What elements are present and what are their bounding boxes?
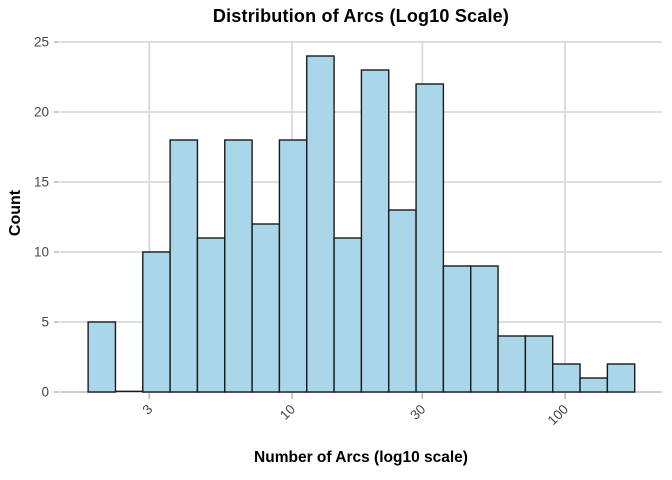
x-tick-label: 3	[140, 402, 156, 418]
histogram-bar	[196, 237, 226, 393]
y-tick-label: 10	[34, 245, 49, 260]
y-tick-label: 15	[34, 175, 49, 190]
y-tick-label: 5	[41, 315, 49, 330]
y-tick-label: 0	[41, 385, 49, 400]
histogram-bar	[470, 265, 499, 393]
histogram-bar	[497, 335, 527, 393]
x-tick-label: 10	[277, 402, 298, 423]
histogram-bar	[415, 83, 445, 393]
histogram-bar	[87, 321, 117, 393]
histogram-bar	[224, 139, 253, 393]
histogram-bar	[442, 265, 472, 393]
x-tick-label: 100	[545, 402, 572, 429]
histogram-bar	[169, 139, 199, 393]
histogram-bar	[552, 363, 581, 393]
histogram-bar	[278, 139, 308, 393]
histogram-bar	[306, 55, 335, 393]
x-axis-title: Number of Arcs (log10 scale)	[254, 449, 468, 466]
histogram-bar	[333, 237, 363, 393]
histogram-bar	[606, 363, 636, 393]
histogram-bar	[142, 251, 171, 393]
histogram-bar	[251, 223, 281, 393]
histogram-bar	[579, 377, 609, 393]
histogram-bar	[524, 335, 554, 393]
y-tick-label: 25	[34, 35, 49, 50]
chart-title: Distribution of Arcs (Log10 Scale)	[212, 6, 510, 26]
histogram-bar	[360, 69, 390, 393]
x-tick-label: 30	[407, 402, 428, 423]
histogram-bar	[388, 209, 417, 393]
y-tick-label: 20	[34, 105, 49, 120]
